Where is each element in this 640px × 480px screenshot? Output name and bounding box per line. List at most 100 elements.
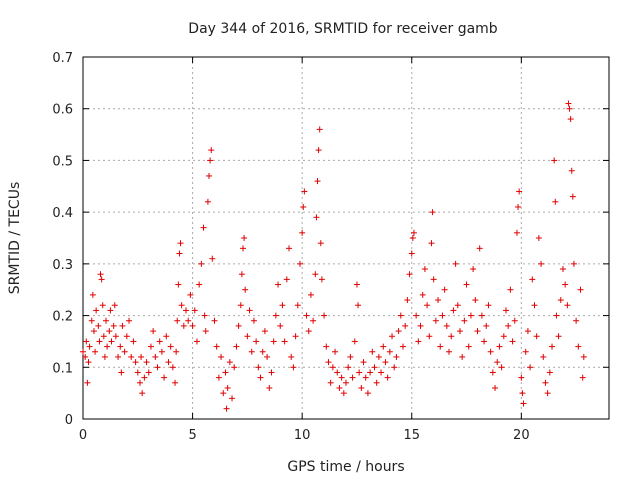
x-tick-label: 20	[513, 428, 530, 443]
data-point	[93, 307, 100, 314]
data-point	[474, 328, 481, 335]
plot-frame	[82, 56, 610, 420]
data-point	[450, 307, 457, 314]
data-point	[132, 359, 139, 366]
data-point	[281, 338, 288, 345]
data-point	[237, 302, 244, 309]
data-point	[509, 338, 516, 345]
data-point	[485, 302, 492, 309]
data-point	[294, 302, 301, 309]
data-point	[544, 390, 551, 397]
data-point	[88, 317, 95, 324]
data-point	[215, 374, 222, 381]
data-point	[437, 343, 444, 350]
data-point	[82, 353, 89, 360]
data-point	[231, 364, 238, 371]
data-point	[430, 276, 437, 283]
data-point	[496, 343, 503, 350]
data-point	[524, 328, 531, 335]
data-point	[85, 359, 92, 366]
data-point	[408, 250, 415, 257]
data-point	[429, 209, 436, 216]
data-point	[380, 343, 387, 350]
y-tick-label: 0.2	[52, 310, 73, 325]
data-point	[211, 317, 218, 324]
data-point	[515, 203, 522, 210]
data-point	[355, 302, 362, 309]
data-point	[448, 333, 455, 340]
data-point	[356, 369, 363, 376]
data-point	[565, 100, 572, 107]
data-point	[494, 359, 501, 366]
data-point	[123, 333, 130, 340]
data-point	[169, 364, 176, 371]
data-point	[549, 343, 556, 350]
y-tick-label: 0.4	[52, 206, 73, 221]
data-point	[86, 343, 93, 350]
data-point	[369, 348, 376, 355]
data-point	[511, 317, 518, 324]
data-point	[349, 374, 356, 381]
data-point	[454, 302, 461, 309]
data-point	[223, 405, 230, 412]
data-point	[143, 359, 150, 366]
data-point	[476, 245, 483, 252]
data-point	[255, 364, 262, 371]
data-point	[150, 328, 157, 335]
data-point	[165, 359, 172, 366]
data-point	[145, 369, 152, 376]
data-point	[426, 333, 433, 340]
data-point	[555, 333, 562, 340]
data-point	[189, 322, 196, 329]
data-point	[176, 250, 183, 257]
data-point	[441, 286, 448, 293]
data-points	[80, 100, 587, 412]
data-point	[465, 343, 472, 350]
y-tick-label: 0	[65, 413, 73, 428]
data-point	[417, 322, 424, 329]
data-point	[367, 369, 374, 376]
data-point	[340, 390, 347, 397]
y-tick-label: 0.7	[52, 51, 73, 66]
data-point	[138, 353, 145, 360]
data-point	[111, 302, 118, 309]
data-point	[487, 348, 494, 355]
data-point	[268, 369, 275, 376]
data-point	[522, 348, 529, 355]
data-point	[100, 333, 107, 340]
data-point	[461, 317, 468, 324]
data-point	[98, 276, 105, 283]
data-point	[505, 322, 512, 329]
data-point	[470, 266, 477, 273]
data-point	[89, 291, 96, 298]
data-point	[575, 343, 582, 350]
data-point	[118, 369, 125, 376]
data-point	[121, 348, 128, 355]
data-point	[296, 260, 303, 267]
data-point	[292, 333, 299, 340]
data-point	[90, 328, 97, 335]
data-point	[439, 312, 446, 319]
data-point	[154, 364, 161, 371]
x-tick-label: 5	[188, 428, 196, 443]
data-point	[446, 348, 453, 355]
data-point	[334, 369, 341, 376]
data-point	[467, 312, 474, 319]
data-point	[481, 338, 488, 345]
data-point	[272, 312, 279, 319]
data-point	[432, 317, 439, 324]
data-point	[546, 369, 553, 376]
data-point	[253, 338, 260, 345]
data-point	[185, 317, 192, 324]
data-point	[579, 374, 586, 381]
data-point	[200, 224, 207, 231]
data-point	[226, 359, 233, 366]
data-point	[301, 188, 308, 195]
data-point	[364, 390, 371, 397]
data-point	[421, 266, 428, 273]
data-point	[316, 126, 323, 133]
data-point	[204, 198, 211, 205]
data-point	[310, 317, 317, 324]
data-point	[542, 379, 549, 386]
